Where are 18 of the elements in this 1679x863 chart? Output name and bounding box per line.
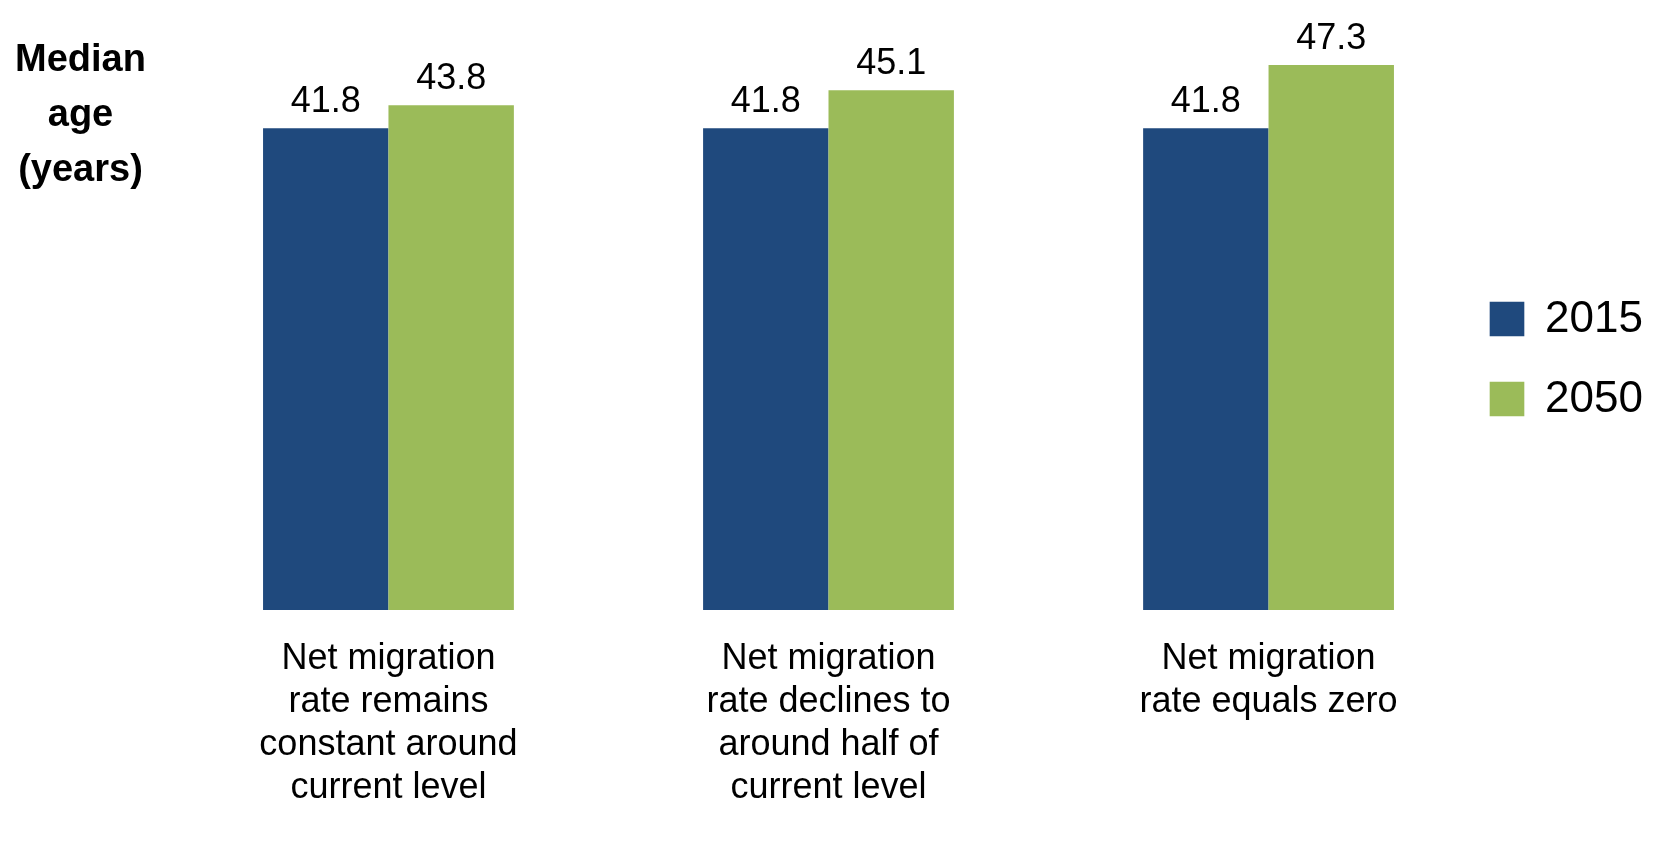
- bar: [263, 128, 389, 610]
- bar: [828, 90, 954, 610]
- bar: [388, 105, 514, 610]
- data-label: 43.8: [416, 56, 487, 98]
- data-label: 41.8: [730, 79, 801, 121]
- bar: [1143, 128, 1269, 610]
- legend-label: 2050: [1545, 372, 1643, 421]
- legend-label: 2015: [1545, 292, 1643, 341]
- y-axis-title: Median age (years): [15, 36, 146, 189]
- bar: [703, 128, 829, 610]
- bar: [1268, 65, 1394, 610]
- data-label: 41.8: [290, 79, 361, 121]
- data-label: 45.1: [856, 41, 927, 83]
- x-tick-label: Net migration rate declines to around half of current level: [706, 635, 951, 806]
- data-label: 41.8: [1170, 79, 1241, 121]
- x-tick-label: Net migration rate equals zero: [1139, 635, 1398, 720]
- x-tick-label: Net migration rate remains constant around current level: [259, 635, 518, 806]
- data-label: 47.3: [1296, 16, 1367, 57]
